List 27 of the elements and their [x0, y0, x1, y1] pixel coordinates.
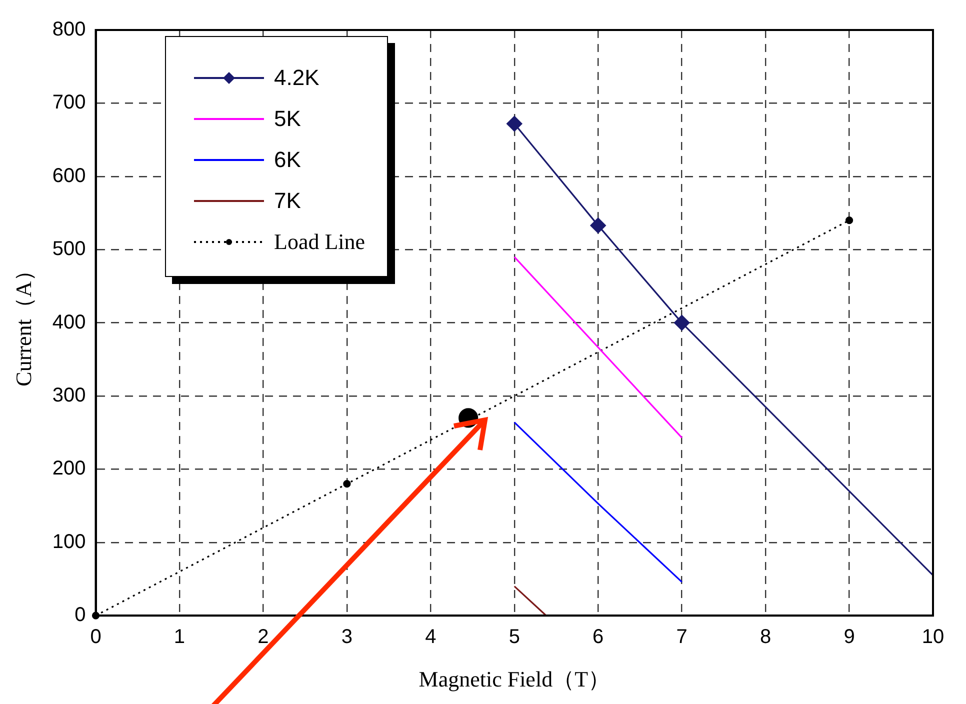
y-tick-label: 0 — [74, 604, 86, 626]
y-tick-label: 200 — [52, 458, 86, 480]
x-tick-label: 7 — [676, 626, 688, 648]
x-tick-label: 6 — [592, 626, 604, 648]
y-tick-label: 700 — [52, 92, 86, 114]
x-tick-label: 8 — [760, 626, 772, 648]
legend-label: 6K — [274, 146, 301, 172]
x-tick-label: 2 — [258, 626, 269, 648]
y-tick-label: 300 — [52, 384, 86, 407]
y-axis-title: Current（A） — [10, 259, 36, 386]
legend-label: 4.2K — [274, 64, 320, 90]
legend-label: 7K — [274, 188, 301, 214]
y-tick-label: 400 — [52, 311, 86, 334]
x-tick-label: 0 — [90, 626, 102, 648]
x-axis-title: Magnetic Field（T） — [418, 666, 610, 692]
legend-label: 5K — [274, 106, 301, 132]
x-tick-label: 3 — [341, 626, 352, 648]
x-tick-label: 5 — [508, 626, 520, 648]
x-tick-label: 4 — [425, 626, 436, 648]
x-tick-label: 1 — [174, 626, 186, 648]
x-tick-label: 10 — [922, 626, 944, 648]
y-tick-label: 600 — [52, 164, 86, 187]
y-tick-label: 800 — [52, 18, 86, 41]
legend-label: Load Line — [274, 228, 366, 254]
y-tick-label: 100 — [52, 530, 86, 553]
x-tick-label: 9 — [844, 626, 855, 648]
y-tick-label: 500 — [52, 238, 86, 260]
